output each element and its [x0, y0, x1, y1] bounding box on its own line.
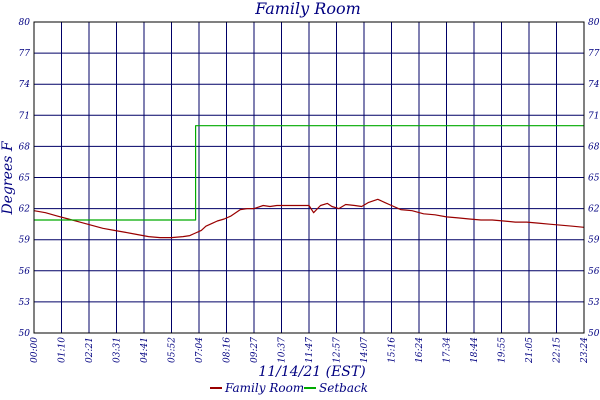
x-tick-label: 09:27: [250, 337, 260, 363]
y-tick-label-right: 74: [588, 80, 600, 90]
y-tick-label-right: 50: [588, 329, 600, 339]
y-tick-label-right: 68: [588, 142, 600, 152]
grid-lines: [33, 21, 585, 334]
x-tick-label: 12:57: [333, 337, 343, 363]
y-tick-label-left: 71: [19, 111, 30, 121]
y-tick-label-left: 50: [19, 329, 31, 339]
legend-item: Setback: [304, 381, 368, 395]
series-lines: [33, 125, 585, 239]
x-tick-label: 10:37: [278, 337, 288, 363]
y-tick-label-left: 62: [19, 205, 31, 215]
y-tick-label-right: 65: [588, 174, 600, 184]
x-tick-label: 04:41: [140, 337, 150, 363]
legend: Family Room Setback: [210, 381, 368, 395]
y-tick-label-left: 74: [19, 80, 31, 90]
x-tick-label: 02:21: [85, 337, 95, 363]
x-axis-label: 11/14/21 (EST): [258, 364, 365, 380]
plot-area-border: [33, 21, 585, 334]
x-tick-label: 21:05: [525, 337, 535, 364]
y-tick-labels-right: 50 53 56 59 62 65 68 71 74 77 80: [588, 18, 600, 339]
x-tick-label: 05:52: [168, 337, 178, 363]
x-tick-label: 23:24: [580, 337, 590, 364]
legend-label: Setback: [319, 381, 368, 395]
chart-title: Family Room: [254, 0, 361, 18]
x-tick-label: 11:47: [305, 337, 315, 363]
legend-label: Family Room: [224, 381, 304, 395]
y-tick-label-left: 65: [19, 174, 31, 184]
x-tick-label: 01:10: [58, 337, 68, 363]
y-tick-label-left: 77: [19, 49, 31, 59]
y-tick-label-right: 59: [588, 236, 600, 246]
series-line-family-room: [33, 198, 585, 239]
x-tick-label: 15:16: [388, 337, 398, 363]
y-tick-label-left: 56: [19, 267, 31, 277]
y-axis-label: Degrees F: [0, 140, 16, 215]
y-tick-label-left: 53: [19, 298, 31, 308]
x-tick-label: 07:04: [195, 337, 205, 363]
y-tick-labels-left: 50 53 56 59 62 65 68 71 74 77 80: [19, 18, 31, 339]
y-tick-label-left: 80: [19, 18, 31, 28]
y-tick-label-right: 53: [588, 298, 600, 308]
x-tick-labels: 00:00 01:10 02:21 03:31 04:41 05:52 07:04 08:16…: [30, 337, 590, 364]
y-tick-label-right: 62: [588, 205, 600, 215]
series-line-setback: [34, 125, 584, 221]
x-tick-label: 08:16: [223, 337, 233, 363]
x-tick-label: 00:00: [30, 337, 40, 363]
x-tick-label: 14:07: [360, 337, 370, 363]
y-tick-label-right: 80: [588, 18, 600, 28]
x-tick-label: 19:55: [498, 337, 508, 363]
y-tick-label-right: 56: [588, 267, 600, 277]
x-tick-label: 17:34: [443, 337, 453, 363]
y-tick-label-left: 59: [19, 236, 31, 246]
x-tick-label: 03:31: [113, 337, 123, 363]
y-tick-label-right: 71: [588, 111, 599, 121]
x-tick-label: 22:15: [553, 337, 563, 364]
legend-item: Family Room: [210, 381, 304, 395]
x-tick-label: 18:44: [470, 337, 480, 363]
y-tick-label-right: 77: [588, 49, 600, 59]
x-tick-label: 16:24: [415, 337, 425, 363]
y-tick-label-left: 68: [19, 142, 31, 152]
